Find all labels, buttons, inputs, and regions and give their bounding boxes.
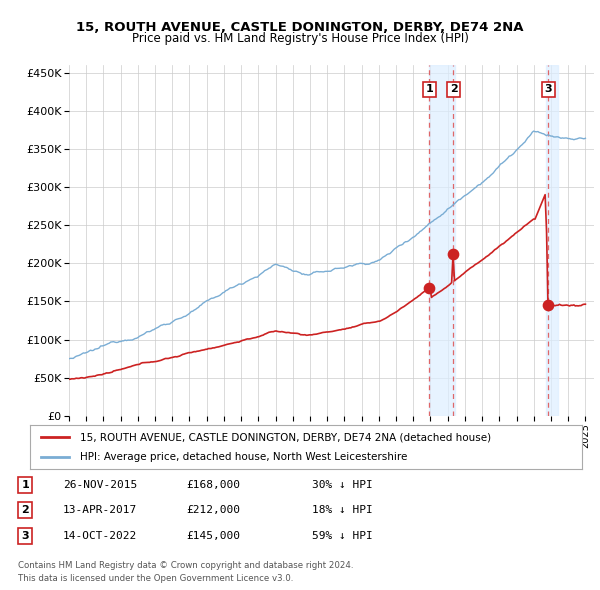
Text: 3: 3 bbox=[545, 84, 552, 94]
Text: 1: 1 bbox=[22, 480, 29, 490]
Text: 30% ↓ HPI: 30% ↓ HPI bbox=[312, 480, 373, 490]
Text: £168,000: £168,000 bbox=[186, 480, 240, 490]
Text: This data is licensed under the Open Government Licence v3.0.: This data is licensed under the Open Gov… bbox=[18, 573, 293, 582]
Text: 18% ↓ HPI: 18% ↓ HPI bbox=[312, 506, 373, 515]
Text: 2: 2 bbox=[450, 84, 458, 94]
Text: 26-NOV-2015: 26-NOV-2015 bbox=[63, 480, 137, 490]
Bar bbox=[546, 65, 558, 416]
Text: 3: 3 bbox=[22, 531, 29, 540]
Text: Price paid vs. HM Land Registry's House Price Index (HPI): Price paid vs. HM Land Registry's House … bbox=[131, 32, 469, 45]
Text: 59% ↓ HPI: 59% ↓ HPI bbox=[312, 531, 373, 540]
Text: 14-OCT-2022: 14-OCT-2022 bbox=[63, 531, 137, 540]
Text: 15, ROUTH AVENUE, CASTLE DONINGTON, DERBY, DE74 2NA: 15, ROUTH AVENUE, CASTLE DONINGTON, DERB… bbox=[76, 21, 524, 34]
Bar bbox=[429, 65, 455, 416]
Text: HPI: Average price, detached house, North West Leicestershire: HPI: Average price, detached house, Nort… bbox=[80, 452, 407, 461]
Point bbox=[448, 250, 458, 259]
Point bbox=[424, 283, 434, 293]
Text: 13-APR-2017: 13-APR-2017 bbox=[63, 506, 137, 515]
Text: 15, ROUTH AVENUE, CASTLE DONINGTON, DERBY, DE74 2NA (detached house): 15, ROUTH AVENUE, CASTLE DONINGTON, DERB… bbox=[80, 432, 491, 442]
Text: £145,000: £145,000 bbox=[186, 531, 240, 540]
Text: 1: 1 bbox=[426, 84, 433, 94]
Text: £212,000: £212,000 bbox=[186, 506, 240, 515]
Point bbox=[543, 300, 553, 310]
Text: Contains HM Land Registry data © Crown copyright and database right 2024.: Contains HM Land Registry data © Crown c… bbox=[18, 560, 353, 569]
Text: 2: 2 bbox=[22, 506, 29, 515]
